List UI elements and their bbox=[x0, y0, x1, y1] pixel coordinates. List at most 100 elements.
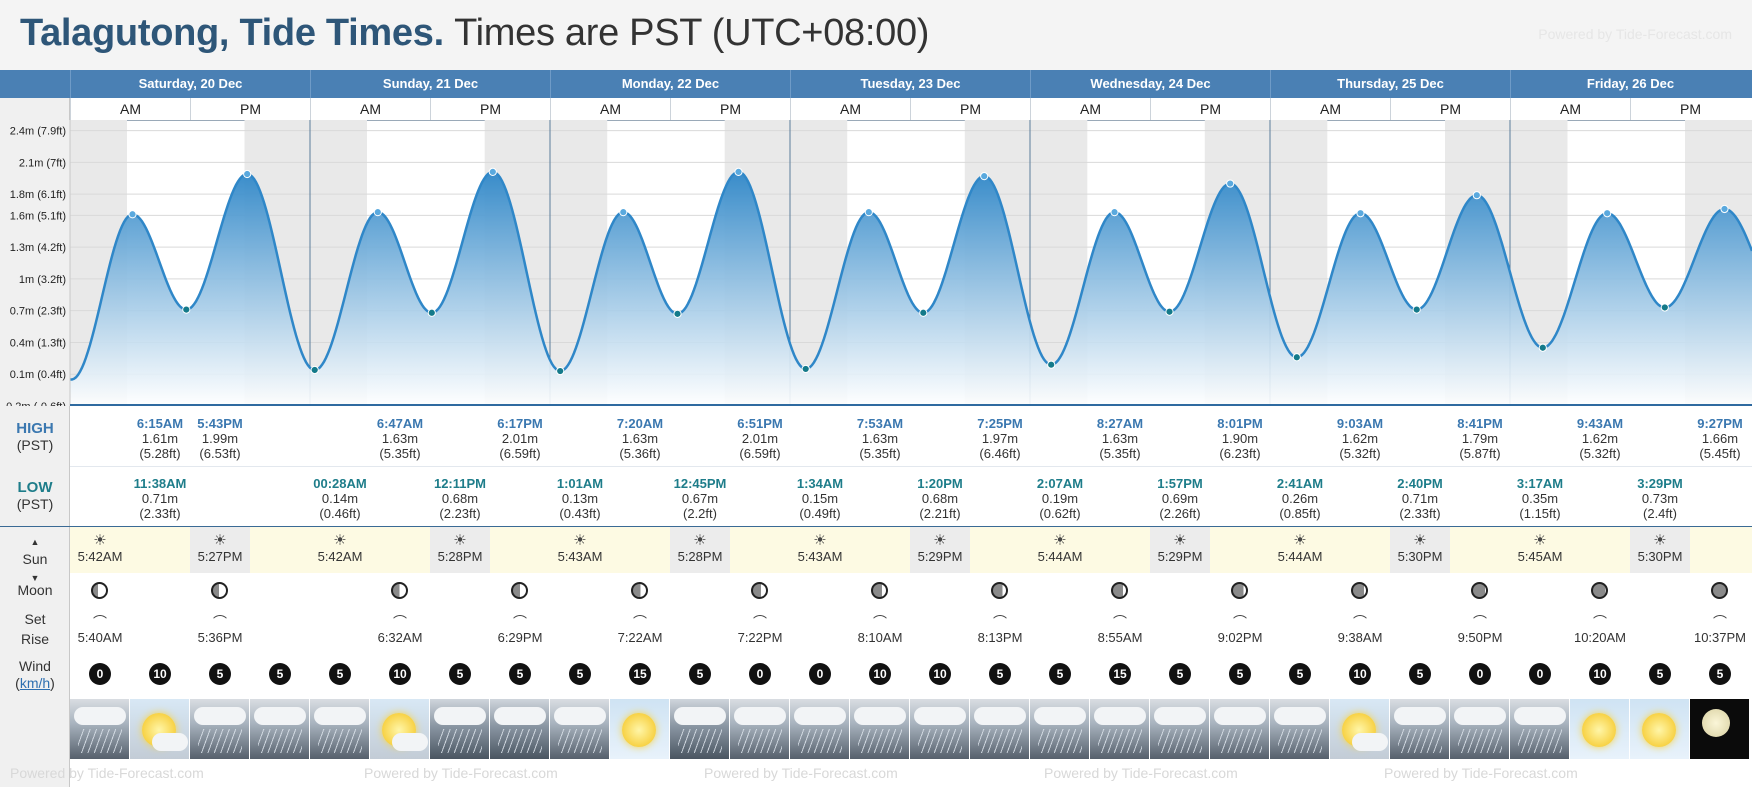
sunrise-icon: ☀ bbox=[1533, 532, 1547, 549]
moon-icon bbox=[1702, 709, 1730, 737]
high-tide-meters: 2.01m bbox=[501, 431, 539, 446]
low-tide-cell: 1:57PM 0.69m (2.26ft) bbox=[1150, 476, 1210, 521]
wind-speed-icon: 10 bbox=[1349, 663, 1371, 685]
low-tide-meters: 0.15m bbox=[801, 491, 839, 506]
moon-time: 7:22AM bbox=[617, 630, 663, 645]
y-tick-label: 0.1m (0.4ft) bbox=[10, 369, 66, 381]
moon-time: 9:38AM bbox=[1337, 630, 1383, 645]
wind-speed-icon: 5 bbox=[689, 663, 711, 685]
wind-speed-icon: 5 bbox=[209, 663, 231, 685]
rain-icon bbox=[1098, 729, 1142, 753]
low-tide-time: 1:57PM bbox=[1157, 476, 1203, 491]
moon-time: 9:02PM bbox=[1217, 630, 1263, 645]
wind-speed-icon: 5 bbox=[1709, 663, 1731, 685]
high-tide-point bbox=[864, 208, 873, 217]
moon-time: 9:50PM bbox=[1457, 630, 1503, 645]
sunset-icon: ☀ bbox=[1173, 532, 1187, 549]
page-header: Talagutong, Tide Times. Times are PST (U… bbox=[0, 0, 1752, 70]
night-shade bbox=[910, 527, 970, 573]
pm-label: PM bbox=[910, 98, 1030, 120]
low-tide-time: 1:34AM bbox=[796, 476, 844, 491]
low-tide-time: 12:11PM bbox=[433, 476, 487, 491]
weather-rain-icon bbox=[190, 699, 250, 759]
pm-label: PM bbox=[190, 98, 310, 120]
low-tide-meters: 0.69m bbox=[1161, 491, 1199, 506]
rain-icon bbox=[1158, 729, 1202, 753]
sunrise-cell: ☀ 5:44AM bbox=[1270, 533, 1330, 565]
wind-speed-icon: 5 bbox=[1229, 663, 1251, 685]
high-tide-cell: 8:41PM 1.79m (5.87ft) bbox=[1450, 416, 1510, 461]
high-tide-feet: (6.53ft) bbox=[199, 446, 241, 461]
high-tide-cell: 6:47AM 1.63m (5.35ft) bbox=[370, 416, 430, 461]
moon-horizon-icon: ⌒ bbox=[1593, 614, 1607, 630]
y-tick-label: 1.6m (5.1ft) bbox=[10, 210, 66, 222]
high-tide-time: 9:27PM bbox=[1697, 416, 1743, 431]
weather-rain-icon bbox=[310, 699, 370, 759]
day-header-1: Sunday, 21 Dec bbox=[310, 70, 550, 98]
low-tide-point bbox=[182, 305, 191, 314]
high-tide-point bbox=[1226, 179, 1235, 188]
low-tide-meters: 0.68m bbox=[921, 491, 959, 506]
low-tide-point bbox=[1292, 353, 1301, 362]
low-tide-feet: (2.21ft) bbox=[919, 506, 961, 521]
wind-speed-icon: 0 bbox=[749, 663, 771, 685]
wind-speed-icon: 5 bbox=[989, 663, 1011, 685]
cloud-icon bbox=[254, 707, 306, 725]
low-tide-time: 12:45PM bbox=[673, 476, 727, 491]
moon-time: 6:32AM bbox=[377, 630, 423, 645]
low-tide-time: 11:38AM bbox=[133, 476, 187, 491]
high-tide-cell: 9:43AM 1.62m (5.32ft) bbox=[1570, 416, 1630, 461]
sunrise-icon: ☀ bbox=[573, 532, 587, 549]
sunset-cell: ☀ 5:29PM bbox=[910, 533, 970, 565]
rain-icon bbox=[498, 729, 542, 753]
high-tide-feet: (5.45ft) bbox=[1699, 446, 1741, 461]
high-tide-point bbox=[128, 210, 137, 219]
sunset-cell: ☀ 5:28PM bbox=[430, 533, 490, 565]
page-title: Talagutong, Tide Times. Times are PST (U… bbox=[20, 12, 929, 55]
high-tide-cell: 8:01PM 1.90m (6.23ft) bbox=[1210, 416, 1270, 461]
wind-speed-icon: 15 bbox=[1109, 663, 1131, 685]
pm-label: PM bbox=[1150, 98, 1270, 120]
footer-watermark: Powered by Tide-Forecast.com bbox=[1044, 765, 1238, 781]
low-tide-time: 3:17AM bbox=[1516, 476, 1564, 491]
sun-label: Sun bbox=[22, 551, 48, 567]
day-header-3: Tuesday, 23 Dec bbox=[790, 70, 1030, 98]
moon-time: 8:55AM bbox=[1097, 630, 1143, 645]
wind-speed-icon: 5 bbox=[1649, 663, 1671, 685]
night-shade bbox=[1390, 527, 1450, 573]
y-tick-label: -0.2m (-0.6ft) bbox=[2, 401, 66, 406]
high-row-label: HIGH (PST) bbox=[0, 420, 70, 454]
cloud-icon bbox=[434, 707, 486, 725]
y-tick-label: 2.4m (7.9ft) bbox=[10, 126, 66, 138]
moon-horizon-icon: ⌒ bbox=[1353, 614, 1367, 630]
moon-phase-icon bbox=[631, 582, 648, 599]
low-tide-meters: 0.68m bbox=[441, 491, 479, 506]
y-tick-label: 1.8m (6.1ft) bbox=[10, 189, 66, 201]
sunset-cell: ☀ 5:27PM bbox=[190, 533, 250, 565]
high-tide-time: 9:43AM bbox=[1576, 416, 1624, 431]
high-tide-meters: 1.62m bbox=[1581, 431, 1619, 446]
low-tide-cell: 2:40PM 0.71m (2.33ft) bbox=[1390, 476, 1450, 521]
wind-speed-icon: 0 bbox=[89, 663, 111, 685]
moon-time: 5:40AM bbox=[77, 630, 123, 645]
high-tide-feet: (6.59ft) bbox=[739, 446, 781, 461]
wind-speed-icon: 10 bbox=[389, 663, 411, 685]
rain-icon bbox=[1518, 729, 1562, 753]
cloud-icon bbox=[974, 707, 1026, 725]
wind-unit-link[interactable]: km/h bbox=[19, 675, 51, 691]
sun-row-label[interactable]: ▲ Sun ▼ bbox=[0, 532, 70, 587]
low-tide-cell: 3:17AM 0.35m (1.15ft) bbox=[1510, 476, 1570, 521]
low-tide-meters: 0.14m bbox=[321, 491, 359, 506]
wind-row-label: Wind (km/h) bbox=[15, 658, 55, 691]
low-tide-cell: 11:38AM 0.71m (2.33ft) bbox=[130, 476, 190, 521]
high-tide-feet: (5.87ft) bbox=[1459, 446, 1501, 461]
weather-partly-icon bbox=[130, 699, 190, 759]
weather-rain-icon bbox=[1150, 699, 1210, 759]
powered-by-link[interactable]: Powered by Tide-Forecast.com bbox=[1538, 26, 1732, 42]
sun-icon bbox=[622, 713, 656, 747]
high-tide-time: 7:53AM bbox=[856, 416, 904, 431]
low-tide-meters: 0.73m bbox=[1641, 491, 1679, 506]
night-shade bbox=[430, 527, 490, 573]
sunset-icon: ☀ bbox=[1413, 532, 1427, 549]
low-tide-feet: (2.33ft) bbox=[139, 506, 181, 521]
